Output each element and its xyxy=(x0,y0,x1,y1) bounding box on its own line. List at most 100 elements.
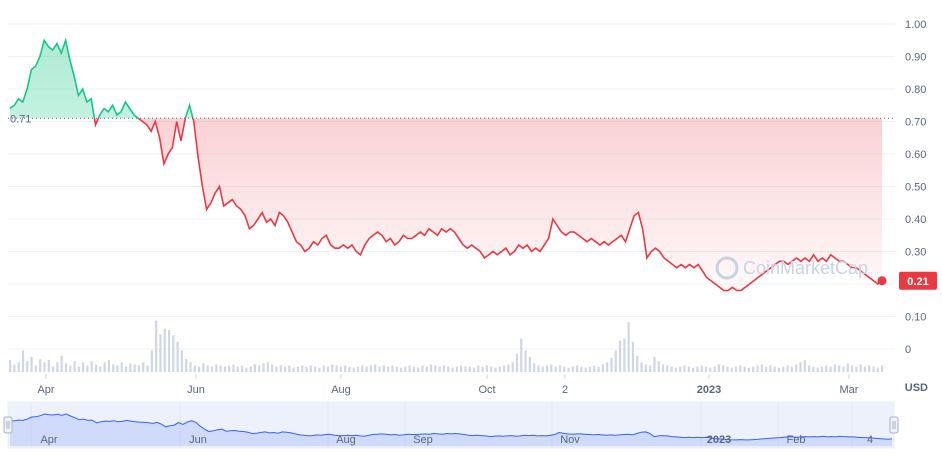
volume-bar xyxy=(838,365,841,372)
volume-bar xyxy=(687,366,690,372)
volume-bar xyxy=(167,329,171,372)
volume-bar xyxy=(468,366,471,372)
volume-bar xyxy=(322,365,325,372)
left-handle-grip[interactable] xyxy=(3,416,13,434)
volume-bar xyxy=(567,367,570,372)
navigator-tick-label: Feb xyxy=(787,434,806,446)
volume-bar xyxy=(601,364,604,372)
volume-bar xyxy=(722,365,725,372)
volume-bar xyxy=(747,367,751,372)
volume-bar xyxy=(709,367,712,372)
volume-bar xyxy=(726,366,729,372)
volume-bar xyxy=(464,366,467,372)
volume-bar xyxy=(670,366,673,372)
volume-bar xyxy=(795,364,798,372)
volume-bar xyxy=(292,367,295,372)
volume-bar xyxy=(142,362,145,372)
volume-bar xyxy=(868,365,871,372)
volume-bar xyxy=(279,365,282,372)
y-tick-label: 1.00 xyxy=(905,19,926,31)
volume-bar xyxy=(460,365,463,372)
volume-bar xyxy=(545,365,549,372)
navigator-left-handle[interactable] xyxy=(3,416,13,434)
volume-bar xyxy=(51,366,55,372)
volume-bar xyxy=(777,367,781,372)
x-axis: Apr Jun Aug Oct 2 2023 Mar xyxy=(37,374,859,396)
volume-bar xyxy=(661,364,665,372)
volume-bar xyxy=(21,350,25,372)
volume-bar xyxy=(193,365,196,372)
volume-bar xyxy=(700,365,703,372)
volume-bar xyxy=(210,366,214,372)
price-areas xyxy=(10,40,882,291)
volume-bar xyxy=(679,366,682,372)
navigator-tick-label: Nov xyxy=(560,434,580,446)
volume-bar xyxy=(13,364,16,372)
volume-bar xyxy=(146,365,149,372)
volume-bar xyxy=(43,362,46,372)
volume-bar xyxy=(691,367,695,372)
volume-bar xyxy=(786,365,789,372)
volume-bar xyxy=(155,320,158,372)
currency-label: USD xyxy=(905,382,928,394)
volume-bar xyxy=(455,366,458,372)
navigator-right-handle[interactable] xyxy=(889,416,899,434)
coinmarketcap-logo-icon xyxy=(715,256,739,280)
volume-bar xyxy=(588,366,592,372)
navigator-tick-label: 4 xyxy=(867,434,873,446)
volume-bar xyxy=(103,362,106,372)
volume-bar xyxy=(47,360,50,372)
volume-bar xyxy=(541,366,544,372)
volume-bar xyxy=(245,367,248,372)
y-tick-label: 0.80 xyxy=(905,84,926,96)
volume-bar xyxy=(404,366,407,372)
volume-bar xyxy=(309,365,312,372)
volume-bar xyxy=(644,364,647,372)
volume-bar xyxy=(425,366,428,372)
volume-bar xyxy=(563,366,566,372)
x-tick-label: Aug xyxy=(331,384,351,396)
volume-bar xyxy=(614,350,617,372)
volume-bar xyxy=(640,362,643,372)
volume-bar xyxy=(833,364,836,372)
navigator-tick-label: Sep xyxy=(413,434,433,446)
volume-bar xyxy=(657,361,660,372)
volume-bar xyxy=(150,350,153,372)
volume-bar xyxy=(434,365,437,372)
volume-bar xyxy=(344,365,347,372)
volume-bar xyxy=(485,365,489,372)
volume-bar xyxy=(305,366,308,372)
range-navigator[interactable]: Apr Jun Aug Sep Nov 2023 Feb 4 xyxy=(3,401,899,449)
x-tick-label: Apr xyxy=(37,384,54,396)
volume-bar xyxy=(502,365,506,372)
volume-bar xyxy=(219,365,222,372)
x-tick-label: 2 xyxy=(562,384,568,396)
volume-bar xyxy=(275,366,278,372)
right-handle-grip[interactable] xyxy=(889,416,899,434)
volume-bar xyxy=(855,366,858,372)
volume-bar xyxy=(189,362,192,372)
volume-bar xyxy=(584,367,587,372)
navigator-tick-label: Apr xyxy=(40,434,57,446)
volume-bar xyxy=(803,360,806,372)
volume-bar xyxy=(451,367,454,372)
y-tick-label: 0.60 xyxy=(905,149,926,161)
volume-bar xyxy=(537,365,540,372)
volume-bar xyxy=(348,366,351,372)
volume-bar xyxy=(198,366,201,372)
volume-bar xyxy=(365,366,368,372)
volume-bar xyxy=(30,356,33,372)
watermark-text: CoinMarketCap xyxy=(743,258,868,278)
reference-price-label: 0.71 xyxy=(10,113,31,125)
x-tick-label: Jun xyxy=(187,384,205,396)
volume-bar xyxy=(318,367,321,372)
volume-bar xyxy=(77,366,80,372)
volume-bar xyxy=(133,364,136,372)
navigator-tick-label: 2023 xyxy=(707,434,731,446)
volume-bar xyxy=(760,364,763,372)
volume-bar xyxy=(829,366,832,372)
volume-bar xyxy=(382,365,385,372)
volume-bar xyxy=(129,363,132,372)
volume-bar xyxy=(339,366,342,372)
y-axis: 1.000.900.800.700.600.500.400.300.200.10… xyxy=(905,19,926,356)
